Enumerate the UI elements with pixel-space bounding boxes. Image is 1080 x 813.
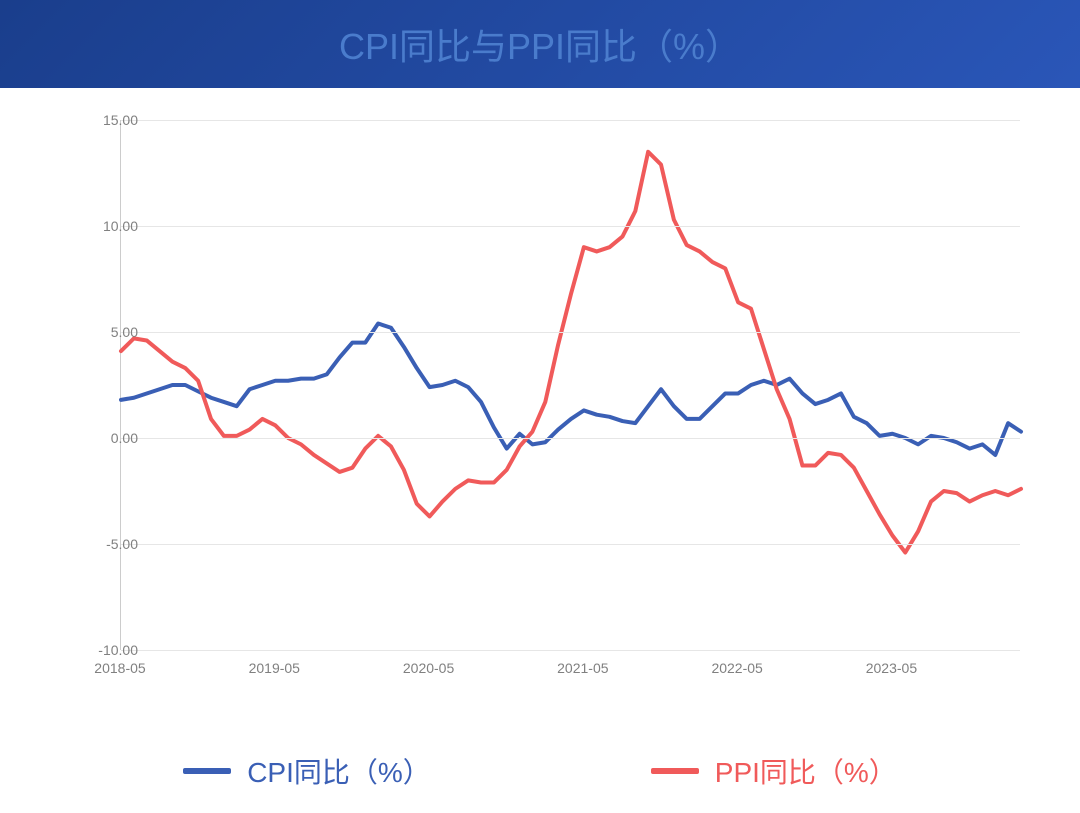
x-axis-label: 2023-05 (866, 660, 917, 676)
series-line (121, 324, 1021, 455)
y-axis-label: 0.00 (78, 430, 138, 446)
x-axis-label: 2021-05 (557, 660, 608, 676)
gridline (121, 544, 1020, 545)
legend-swatch-ppi (651, 768, 699, 774)
chart-container: -10.00 -5.00 0.00 5.00 10.00 15.00 2018-05 2019… (48, 100, 1048, 690)
chart-header: CPI同比与PPI同比（%） (0, 0, 1080, 88)
gridline (121, 120, 1020, 121)
gridline (121, 650, 1020, 651)
legend-item-ppi: PPI同比（%） (651, 751, 897, 791)
y-axis-label: 15.00 (78, 112, 138, 128)
chart-title: CPI同比与PPI同比（%） (339, 26, 741, 67)
y-axis-label: 10.00 (78, 218, 138, 234)
legend-swatch-cpi (183, 768, 231, 774)
x-axis-label: 2022-05 (711, 660, 762, 676)
series-line (121, 152, 1021, 553)
plot-area (120, 120, 1020, 650)
x-axis-label: 2020-05 (403, 660, 454, 676)
x-axis-label: 2018-05 (94, 660, 145, 676)
y-axis-label: -10.00 (78, 642, 138, 658)
y-axis-label: 5.00 (78, 324, 138, 340)
legend-label-cpi: CPI同比（%） (247, 751, 431, 791)
chart-svg (121, 120, 1021, 650)
legend: CPI同比（%） PPI同比（%） (0, 751, 1080, 791)
y-axis-label: -5.00 (78, 536, 138, 552)
x-axis-label: 2019-05 (249, 660, 300, 676)
legend-label-ppi: PPI同比（%） (715, 751, 897, 791)
gridline (121, 332, 1020, 333)
gridline (121, 226, 1020, 227)
gridline (121, 438, 1020, 439)
legend-item-cpi: CPI同比（%） (183, 751, 431, 791)
